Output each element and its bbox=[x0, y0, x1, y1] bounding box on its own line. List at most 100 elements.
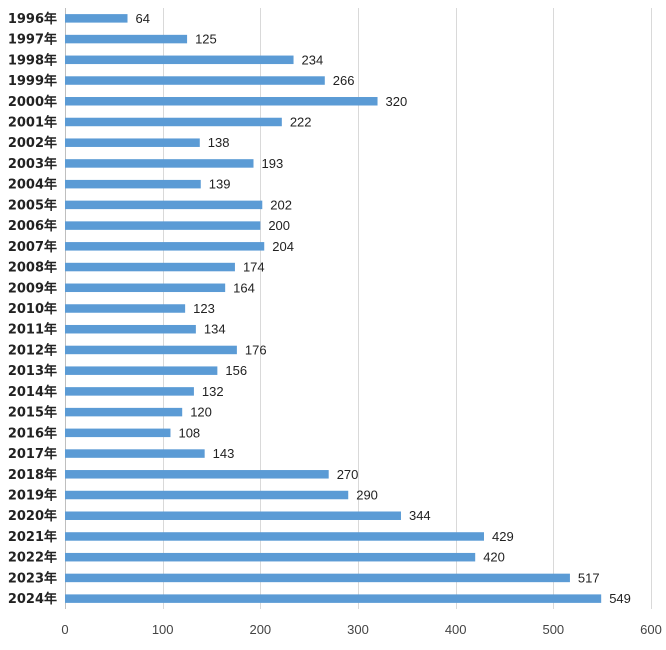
x-tick-label: 200 bbox=[249, 622, 271, 637]
y-tick-label: 2011年 bbox=[8, 322, 57, 338]
x-tick-label: 300 bbox=[347, 622, 369, 637]
data-label: 517 bbox=[578, 570, 600, 585]
bar-2011年 bbox=[65, 324, 196, 334]
bar-2019年 bbox=[65, 490, 349, 500]
bar-2009年 bbox=[65, 283, 226, 293]
bar-2013年 bbox=[65, 366, 218, 375]
bars bbox=[65, 14, 602, 603]
y-tick-label: 2013年 bbox=[8, 363, 57, 379]
y-tick-label: 2003年 bbox=[8, 156, 57, 172]
data-label: 290 bbox=[356, 488, 378, 503]
bar-2016年 bbox=[65, 428, 171, 438]
bar-1996年 bbox=[65, 14, 128, 23]
data-label: 176 bbox=[245, 342, 267, 357]
y-tick-label: 1996年 bbox=[8, 11, 57, 27]
data-label: 125 bbox=[195, 32, 217, 47]
data-label: 429 bbox=[492, 529, 514, 544]
data-label: 222 bbox=[290, 114, 312, 129]
x-axis-labels: 0 100 200 300 400 500 600 bbox=[61, 622, 661, 637]
bar-2004年 bbox=[65, 179, 201, 189]
data-label: 270 bbox=[337, 467, 359, 482]
y-tick-label: 2024年 bbox=[8, 591, 57, 607]
data-label: 164 bbox=[233, 280, 255, 295]
data-labels: 64 125 234 266 320 222 138 193 139 202 200 204 174 16… bbox=[136, 11, 631, 606]
y-tick-label: 2018年 bbox=[8, 467, 57, 483]
y-tick-label: 2021年 bbox=[8, 529, 57, 545]
data-label: 200 bbox=[268, 218, 290, 233]
y-tick-label: 2004年 bbox=[8, 177, 57, 193]
y-tick-label: 2002年 bbox=[8, 135, 57, 151]
data-label: 134 bbox=[204, 322, 226, 337]
data-label: 174 bbox=[243, 260, 265, 275]
data-label: 234 bbox=[302, 52, 324, 67]
y-tick-label: 2006年 bbox=[8, 218, 57, 234]
bar-1997年 bbox=[65, 34, 188, 44]
y-tick-label: 2007年 bbox=[8, 239, 57, 255]
bar-2018年 bbox=[65, 470, 329, 479]
data-label: 108 bbox=[178, 425, 200, 440]
bar-2001年 bbox=[65, 117, 282, 127]
bar-2007年 bbox=[65, 242, 265, 251]
bar-2012年 bbox=[65, 345, 237, 355]
data-label: 344 bbox=[409, 508, 431, 523]
y-tick-label: 2016年 bbox=[8, 425, 57, 441]
bar-2005年 bbox=[65, 200, 263, 210]
bar-2002年 bbox=[65, 138, 200, 147]
data-label: 120 bbox=[190, 405, 212, 420]
y-tick-label: 1997年 bbox=[8, 32, 57, 48]
data-label: 156 bbox=[225, 363, 247, 378]
y-tick-label: 2010年 bbox=[8, 301, 57, 317]
data-label: 266 bbox=[333, 73, 355, 88]
bar-2017年 bbox=[65, 449, 205, 458]
bar-1999年 bbox=[65, 76, 325, 85]
bar-2014年 bbox=[65, 387, 194, 396]
bar-2003年 bbox=[65, 159, 254, 168]
data-label: 320 bbox=[386, 94, 408, 109]
y-tick-label: 2005年 bbox=[8, 197, 57, 213]
data-label: 202 bbox=[270, 197, 292, 212]
x-tick-label: 100 bbox=[152, 622, 174, 637]
y-tick-label: 2023年 bbox=[8, 570, 57, 586]
y-tick-label: 2000年 bbox=[8, 94, 57, 110]
bar-1998年 bbox=[65, 55, 294, 65]
x-tick-label: 400 bbox=[445, 622, 467, 637]
data-label: 139 bbox=[209, 177, 231, 192]
bar-2010年 bbox=[65, 304, 186, 313]
x-tick-label: 0 bbox=[61, 622, 68, 637]
bar-2006年 bbox=[65, 221, 261, 230]
bar-2020年 bbox=[65, 511, 401, 520]
bar-2000年 bbox=[65, 97, 378, 106]
y-tick-label: 2008年 bbox=[8, 260, 57, 276]
data-label: 64 bbox=[136, 11, 150, 26]
data-label: 549 bbox=[609, 591, 631, 606]
y-tick-label: 2019年 bbox=[8, 488, 57, 504]
bar-2024年 bbox=[65, 594, 602, 603]
y-axis-labels: 1996年 1997年 1998年 1999年 2000年 2001年 2002年 2003年… bbox=[8, 11, 57, 607]
data-label: 132 bbox=[202, 384, 224, 399]
grid-lines bbox=[65, 8, 652, 609]
y-tick-label: 2009年 bbox=[8, 280, 57, 296]
y-tick-label: 2017年 bbox=[8, 446, 57, 462]
bar-2021年 bbox=[65, 532, 484, 541]
bar-2023年 bbox=[65, 573, 570, 583]
x-tick-label: 500 bbox=[542, 622, 564, 637]
bar-2015年 bbox=[65, 407, 183, 417]
y-tick-label: 1999年 bbox=[8, 73, 57, 89]
y-tick-label: 2020年 bbox=[8, 508, 57, 524]
y-tick-label: 2012年 bbox=[8, 342, 57, 358]
y-tick-label: 2014年 bbox=[8, 384, 57, 400]
bar-2008年 bbox=[65, 262, 235, 272]
bar-2022年 bbox=[65, 552, 476, 562]
data-label: 143 bbox=[213, 446, 235, 461]
data-label: 123 bbox=[193, 301, 215, 316]
data-label: 138 bbox=[208, 135, 230, 150]
data-label: 204 bbox=[272, 239, 294, 254]
y-tick-label: 2001年 bbox=[8, 114, 57, 130]
data-label: 420 bbox=[483, 550, 505, 565]
y-tick-label: 2015年 bbox=[8, 405, 57, 421]
data-label: 193 bbox=[261, 156, 283, 171]
y-tick-label: 2022年 bbox=[8, 550, 57, 566]
y-tick-label: 1998年 bbox=[8, 52, 57, 68]
x-tick-label: 600 bbox=[640, 622, 662, 637]
